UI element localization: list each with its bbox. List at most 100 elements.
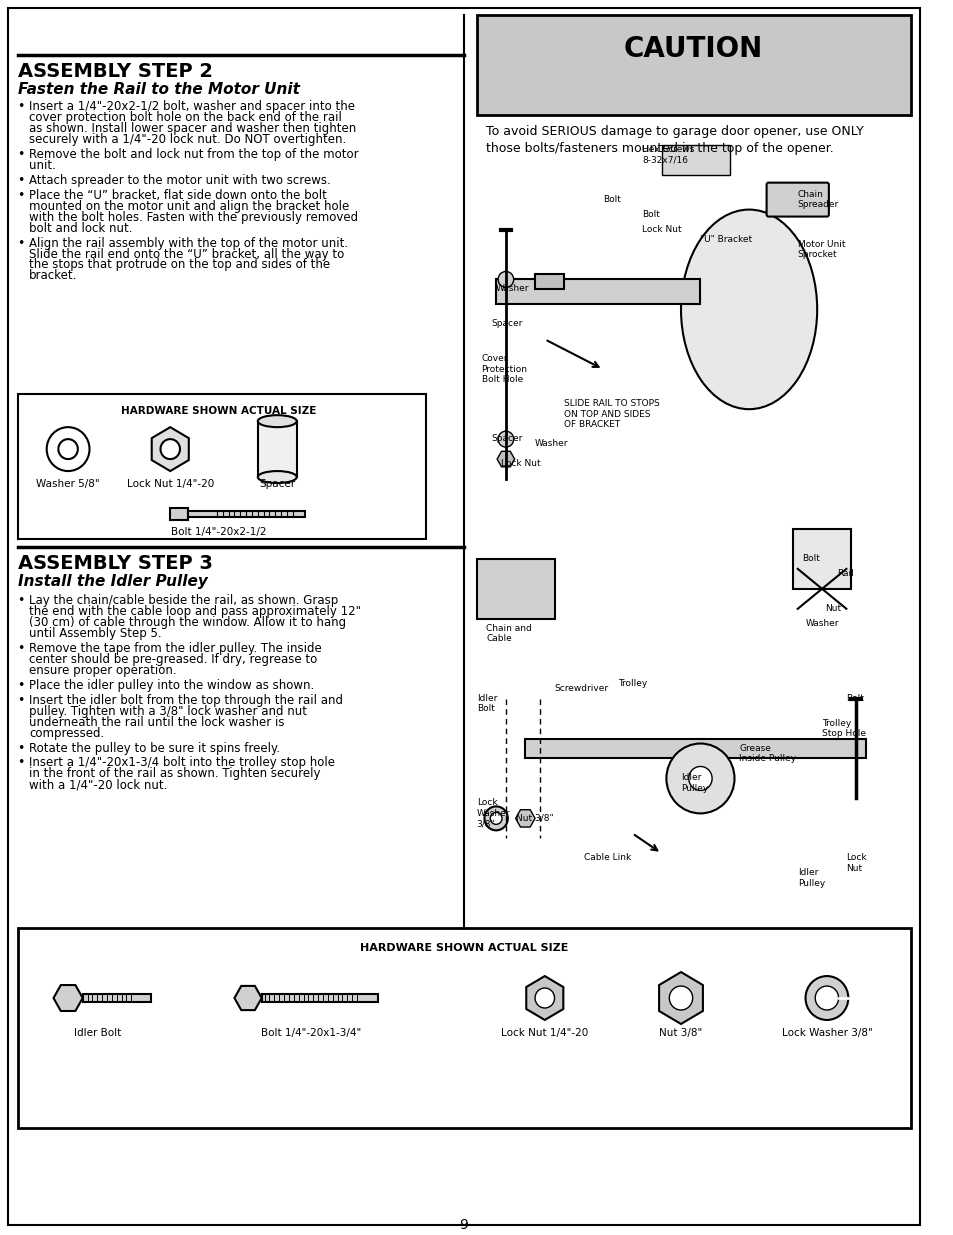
Circle shape <box>815 986 838 1010</box>
Text: Remove the bolt and lock nut from the top of the motor: Remove the bolt and lock nut from the to… <box>30 148 358 161</box>
Text: ASSEMBLY STEP 3: ASSEMBLY STEP 3 <box>17 555 213 573</box>
Ellipse shape <box>680 210 817 409</box>
Text: Idler
Pulley: Idler Pulley <box>680 773 707 793</box>
Text: Screwdriver: Screwdriver <box>554 684 608 693</box>
Text: with the bolt holes. Fasten with the previously removed: with the bolt holes. Fasten with the pre… <box>30 211 358 224</box>
Polygon shape <box>515 810 535 827</box>
Text: Lock Washer 3/8": Lock Washer 3/8" <box>781 1028 871 1037</box>
Text: securely with a 1/4"-20 lock nut. Do NOT overtighten.: securely with a 1/4"-20 lock nut. Do NOT… <box>30 132 346 146</box>
Text: with a 1/4"-20 lock nut.: with a 1/4"-20 lock nut. <box>30 778 168 792</box>
Text: Place the “U” bracket, flat side down onto the bolt: Place the “U” bracket, flat side down on… <box>30 189 327 201</box>
Circle shape <box>669 986 692 1010</box>
Text: Lock
Washer
3/8": Lock Washer 3/8" <box>476 798 510 829</box>
Text: •: • <box>17 237 25 249</box>
Text: Lock Nut: Lock Nut <box>500 459 540 468</box>
Text: •: • <box>17 189 25 201</box>
Text: Nut 3/8": Nut 3/8" <box>515 814 553 823</box>
Text: Lay the chain/cable beside the rail, as shown. Grasp: Lay the chain/cable beside the rail, as … <box>30 594 338 606</box>
Text: Cable Link: Cable Link <box>583 853 630 862</box>
Bar <box>261 994 378 1002</box>
Text: Install the Idler Pulley: Install the Idler Pulley <box>17 574 207 589</box>
Bar <box>525 739 865 758</box>
Text: Lock Nut: Lock Nut <box>641 225 681 233</box>
Circle shape <box>688 767 711 790</box>
FancyBboxPatch shape <box>766 183 828 216</box>
Text: Insert the idler bolt from the top through the rail and: Insert the idler bolt from the top throu… <box>30 694 343 706</box>
Text: HARDWARE SHOWN ACTUAL SIZE: HARDWARE SHOWN ACTUAL SIZE <box>121 406 316 416</box>
Text: Rotate the pulley to be sure it spins freely.: Rotate the pulley to be sure it spins fr… <box>30 741 280 755</box>
Text: CAUTION: CAUTION <box>623 35 762 63</box>
Text: Idler
Bolt: Idler Bolt <box>476 694 497 713</box>
Circle shape <box>160 440 180 459</box>
FancyBboxPatch shape <box>17 394 426 538</box>
Text: Spacer: Spacer <box>259 479 295 489</box>
Text: until Assembly Step 5.: until Assembly Step 5. <box>30 626 162 640</box>
Bar <box>476 135 909 499</box>
Text: Rail: Rail <box>836 569 853 578</box>
Text: Attach spreader to the motor unit with two screws.: Attach spreader to the motor unit with t… <box>30 174 331 186</box>
Text: Place the idler pulley into the window as shown.: Place the idler pulley into the window a… <box>30 679 314 692</box>
Text: mounted on the motor unit and align the bracket hole: mounted on the motor unit and align the … <box>30 200 349 212</box>
Text: •: • <box>17 174 25 186</box>
Text: Lock Nut 1/4"-20: Lock Nut 1/4"-20 <box>500 1028 588 1037</box>
Text: Trolley
Stop Hole: Trolley Stop Hole <box>821 719 865 739</box>
Bar <box>188 511 304 517</box>
Text: underneath the rail until the lock washer is: underneath the rail until the lock washe… <box>30 715 284 729</box>
Bar <box>660 144 729 174</box>
Circle shape <box>666 743 734 814</box>
Text: Washer 5/8": Washer 5/8" <box>36 479 100 489</box>
Text: •: • <box>17 594 25 606</box>
Text: Nut: Nut <box>824 604 841 613</box>
FancyBboxPatch shape <box>17 929 909 1128</box>
Text: Motor Unit
Sprocket: Motor Unit Sprocket <box>797 240 844 259</box>
Text: ensure proper operation.: ensure proper operation. <box>30 663 176 677</box>
Text: •: • <box>17 694 25 706</box>
Text: ASSEMBLY STEP 2: ASSEMBLY STEP 2 <box>17 62 213 80</box>
Text: (30 cm) of cable through the window. Allow it to hang: (30 cm) of cable through the window. All… <box>30 616 346 629</box>
Circle shape <box>497 272 513 288</box>
Text: Bolt 1/4"-20x2-1/2: Bolt 1/4"-20x2-1/2 <box>171 527 266 537</box>
Text: Chain
Spreader: Chain Spreader <box>797 190 838 209</box>
Circle shape <box>497 431 513 447</box>
Text: Trolley: Trolley <box>618 679 646 688</box>
Text: Lock Nut 1/4"-20: Lock Nut 1/4"-20 <box>127 479 213 489</box>
Text: compressed.: compressed. <box>30 726 104 740</box>
Text: bracket.: bracket. <box>30 269 77 283</box>
Polygon shape <box>152 427 189 471</box>
Text: Washer: Washer <box>496 284 529 294</box>
Text: unit.: unit. <box>30 158 56 172</box>
FancyBboxPatch shape <box>8 7 920 1225</box>
Text: •: • <box>17 679 25 692</box>
Text: Remove the tape from the idler pulley. The inside: Remove the tape from the idler pulley. T… <box>30 642 321 655</box>
Text: •: • <box>17 148 25 161</box>
Text: Bolt: Bolt <box>845 694 863 703</box>
Circle shape <box>490 813 501 824</box>
Text: Idler
Pulley: Idler Pulley <box>797 868 824 888</box>
FancyBboxPatch shape <box>476 15 909 115</box>
Text: •: • <box>17 642 25 655</box>
Text: HARDWARE SHOWN ACTUAL SIZE: HARDWARE SHOWN ACTUAL SIZE <box>359 944 568 953</box>
Text: Chain and
Cable: Chain and Cable <box>486 624 532 643</box>
Ellipse shape <box>257 415 296 427</box>
Text: Insert a 1/4"-20x1-3/4 bolt into the trolley stop hole: Insert a 1/4"-20x1-3/4 bolt into the tro… <box>30 757 335 769</box>
Text: "U" Bracket: "U" Bracket <box>700 235 752 243</box>
Text: the stops that protrude on the top and sides of the: the stops that protrude on the top and s… <box>30 258 330 272</box>
Bar <box>792 529 850 589</box>
Text: Slide the rail end onto the “U” bracket, all the way to: Slide the rail end onto the “U” bracket,… <box>30 247 344 261</box>
Text: Cover
Protection
Bolt Hole: Cover Protection Bolt Hole <box>481 354 527 384</box>
Text: To avoid SERIOUS damage to garage door opener, use ONLY
those bolts/fasteners mo: To avoid SERIOUS damage to garage door o… <box>486 125 863 154</box>
Bar <box>496 279 700 304</box>
Text: Align the rail assembly with the top of the motor unit.: Align the rail assembly with the top of … <box>30 237 348 249</box>
Text: •: • <box>17 741 25 755</box>
Text: Grease
Inside Pulley: Grease Inside Pulley <box>739 743 796 763</box>
Text: center should be pre-greased. If dry, regrease to: center should be pre-greased. If dry, re… <box>30 653 317 666</box>
Text: Insert a 1/4"-20x2-1/2 bolt, washer and spacer into the: Insert a 1/4"-20x2-1/2 bolt, washer and … <box>30 100 355 112</box>
Text: Bolt 1/4"-20x1-3/4": Bolt 1/4"-20x1-3/4" <box>261 1028 361 1037</box>
Bar <box>170 508 188 520</box>
Text: Idler Bolt: Idler Bolt <box>73 1028 121 1037</box>
Polygon shape <box>497 451 514 467</box>
Circle shape <box>484 806 507 830</box>
Ellipse shape <box>257 471 296 483</box>
Text: •: • <box>17 757 25 769</box>
Text: •: • <box>17 100 25 112</box>
